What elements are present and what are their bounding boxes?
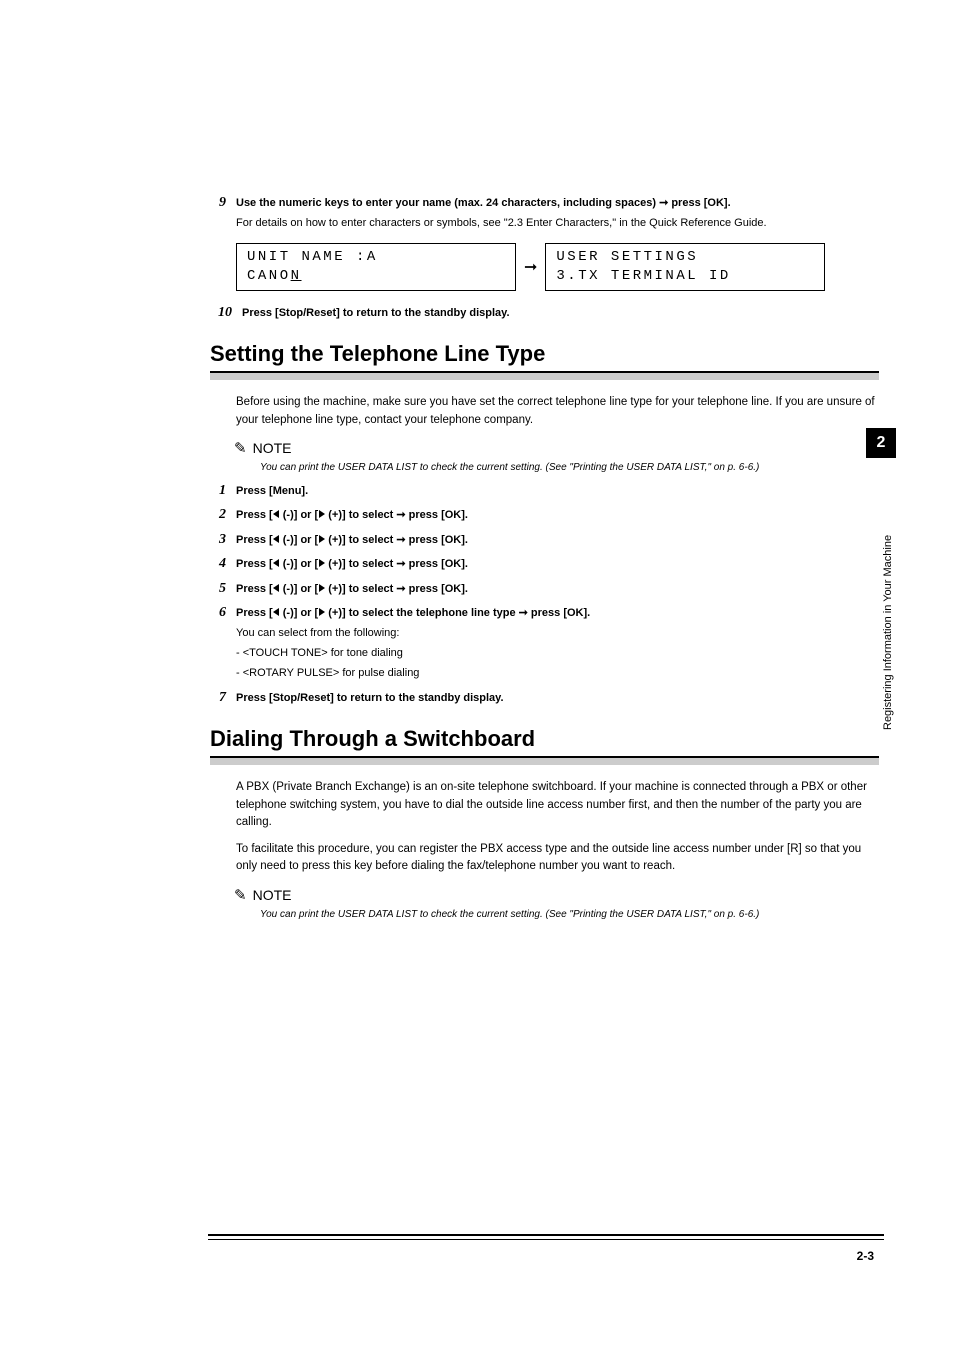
step-body: Use the numeric keys to enter your name … xyxy=(236,195,879,231)
page-number: 2-3 xyxy=(857,1249,874,1263)
right-triangle-icon xyxy=(319,608,325,616)
sub-item: - <TOUCH TONE> for tone dialing xyxy=(236,645,879,662)
lcd-right: USER SETTINGS 3.TX TERMINAL ID xyxy=(545,243,825,291)
left-triangle-icon xyxy=(273,510,279,518)
note-label: NOTE xyxy=(253,887,292,903)
sub-item: - <ROTARY PULSE> for pulse dialing xyxy=(236,665,879,682)
step-row: 4Press [ (-)] or [ (+)] to select ➞ pres… xyxy=(210,556,879,573)
lcd-line: CANON xyxy=(247,267,505,286)
section-rule xyxy=(210,756,879,765)
step-title: Press [Stop/Reset] to return to the stan… xyxy=(242,305,879,322)
step-body: Press [ (-)] or [ (+)] to select ➞ press… xyxy=(236,581,879,598)
lcd-line: USER SETTINGS xyxy=(556,248,814,267)
steps-list: 1Press [Menu].2Press [ (-)] or [ (+)] to… xyxy=(210,483,879,707)
left-triangle-icon xyxy=(273,535,279,543)
section-heading: Dialing Through a Switchboard xyxy=(210,726,879,752)
step-number: 5 xyxy=(210,581,236,598)
step-row: 7Press [Stop/Reset] to return to the sta… xyxy=(210,690,879,707)
lcd-left: UNIT NAME :A CANON xyxy=(236,243,516,291)
step-body: Press [Menu]. xyxy=(236,483,879,500)
text: press [OK]. xyxy=(668,197,730,209)
step-number: 9 xyxy=(210,195,236,231)
note-icon: ✎ xyxy=(234,886,247,904)
arrow-icon: ➞ xyxy=(396,534,405,546)
arrow-icon: ➞ xyxy=(519,607,528,619)
right-triangle-icon xyxy=(319,535,325,543)
lcd-line: UNIT NAME :A xyxy=(247,248,505,267)
step-row: 6Press [ (-)] or [ (+)] to select the te… xyxy=(210,605,879,682)
note-label: NOTE xyxy=(253,440,292,456)
chapter-number: 2 xyxy=(877,434,886,452)
section-rule xyxy=(210,371,879,380)
step-title: Press [ (-)] or [ (+)] to select ➞ press… xyxy=(236,581,879,598)
step-number: 6 xyxy=(210,605,236,682)
note-icon: ✎ xyxy=(234,439,247,457)
step-number: 3 xyxy=(210,532,236,549)
step-body: Press [ (-)] or [ (+)] to select ➞ press… xyxy=(236,532,879,549)
body-paragraph: A PBX (Private Branch Exchange) is an on… xyxy=(236,779,879,831)
step-body: Press [Stop/Reset] to return to the stan… xyxy=(242,305,879,322)
footer-rule-thin xyxy=(208,1239,884,1240)
lcd-line: 3.TX TERMINAL ID xyxy=(556,267,814,286)
step-row: 2Press [ (-)] or [ (+)] to select ➞ pres… xyxy=(210,507,879,524)
step-10: 10 Press [Stop/Reset] to return to the s… xyxy=(210,305,879,322)
step-title: Press [Menu]. xyxy=(236,483,879,500)
right-triangle-icon xyxy=(319,584,325,592)
step-title: Press [ (-)] or [ (+)] to select ➞ press… xyxy=(236,507,879,524)
step-description: For details on how to enter characters o… xyxy=(236,215,879,232)
lcd-display-row: UNIT NAME :A CANON ➞ USER SETTINGS 3.TX … xyxy=(236,243,879,291)
step-row: 5Press [ (-)] or [ (+)] to select ➞ pres… xyxy=(210,581,879,598)
note-head: ✎ NOTE xyxy=(234,439,879,457)
left-triangle-icon xyxy=(273,559,279,567)
right-triangle-icon xyxy=(319,510,325,518)
step-number: 1 xyxy=(210,483,236,500)
note-text: You can print the USER DATA LIST to chec… xyxy=(260,460,879,475)
body-paragraph: To facilitate this procedure, you can re… xyxy=(236,841,879,876)
section-intro: Before using the machine, make sure you … xyxy=(236,394,879,429)
step-number: 7 xyxy=(210,690,236,707)
left-triangle-icon xyxy=(273,608,279,616)
step-title: Press [Stop/Reset] to return to the stan… xyxy=(236,690,879,707)
sub-lead: You can select from the following: xyxy=(236,625,879,642)
step-body: Press [ (-)] or [ (+)] to select the tel… xyxy=(236,605,879,682)
step-title: Use the numeric keys to enter your name … xyxy=(236,195,879,212)
step-number: 2 xyxy=(210,507,236,524)
text: Use the numeric keys to enter your name … xyxy=(236,197,659,209)
step-body: Press [Stop/Reset] to return to the stan… xyxy=(236,690,879,707)
arrow-icon: ➞ xyxy=(396,583,405,595)
arrow-icon: ➞ xyxy=(396,509,405,521)
chapter-side-label: Registering Information in Your Machine xyxy=(882,470,894,730)
step-row: 3Press [ (-)] or [ (+)] to select ➞ pres… xyxy=(210,532,879,549)
arrow-icon: ➞ xyxy=(396,558,405,570)
step-title: Press [ (-)] or [ (+)] to select the tel… xyxy=(236,605,879,622)
step-body: Press [ (-)] or [ (+)] to select ➞ press… xyxy=(236,507,879,524)
step-title: Press [ (-)] or [ (+)] to select ➞ press… xyxy=(236,556,879,573)
note-text: You can print the USER DATA LIST to chec… xyxy=(260,907,879,922)
note-block: ✎ NOTE You can print the USER DATA LIST … xyxy=(234,439,879,475)
section-heading: Setting the Telephone Line Type xyxy=(210,341,879,367)
step-number: 4 xyxy=(210,556,236,573)
right-triangle-icon xyxy=(319,559,325,567)
chapter-tab: 2 xyxy=(866,428,896,458)
arrow-icon: ➞ xyxy=(524,257,537,277)
step-body: Press [ (-)] or [ (+)] to select ➞ press… xyxy=(236,556,879,573)
note-head: ✎ NOTE xyxy=(234,886,879,904)
arrow-icon: ➞ xyxy=(659,197,668,209)
left-triangle-icon xyxy=(273,584,279,592)
page-content: 9 Use the numeric keys to enter your nam… xyxy=(0,0,954,990)
step-title: Press [ (-)] or [ (+)] to select ➞ press… xyxy=(236,532,879,549)
footer-rule xyxy=(208,1234,884,1236)
step-number: 10 xyxy=(210,305,242,322)
step-row: 1Press [Menu]. xyxy=(210,483,879,500)
step-9: 9 Use the numeric keys to enter your nam… xyxy=(210,195,879,231)
note-block: ✎ NOTE You can print the USER DATA LIST … xyxy=(234,886,879,922)
